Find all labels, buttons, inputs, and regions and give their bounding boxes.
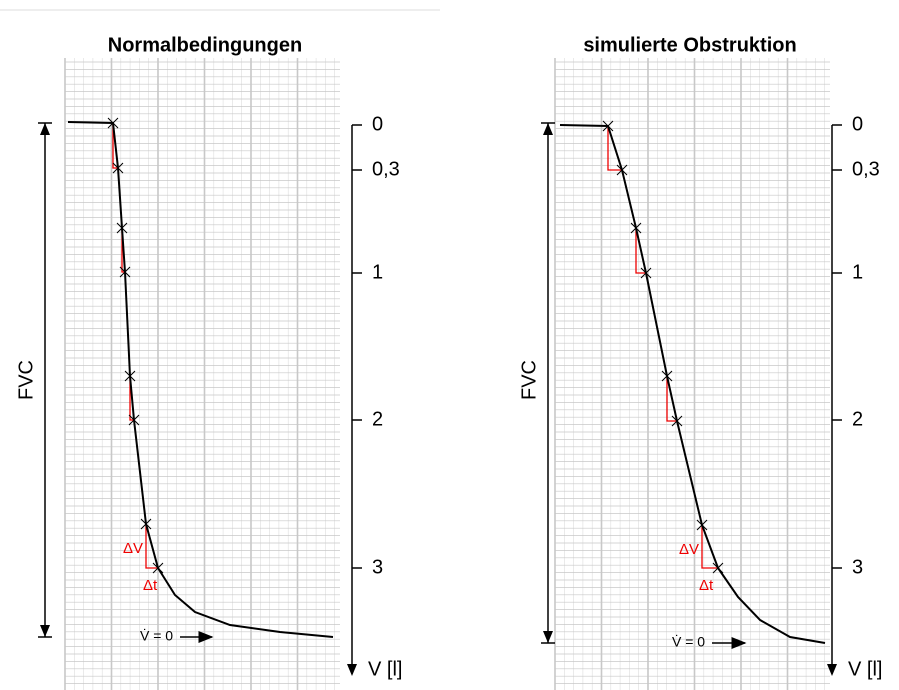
axis-tick-label: 3 (852, 556, 863, 578)
axis-head (347, 664, 357, 676)
axis-tick-label: 0 (372, 113, 383, 135)
axis-label: V [l] (848, 658, 882, 680)
delta-triangle (635, 228, 646, 274)
panel-title: Normalbedingungen (108, 34, 302, 56)
axis-tick-label: 2 (852, 408, 863, 430)
delta-triangle (666, 376, 677, 422)
delta-t: Δt (143, 577, 158, 594)
cross-marker (630, 222, 642, 234)
cross-marker (112, 162, 124, 174)
curve (67, 121, 334, 638)
cross-marker (616, 164, 628, 176)
delta-triangle (701, 525, 718, 569)
fvc-label: FVC (518, 360, 540, 400)
axis-tick-label: 1 (372, 261, 383, 283)
cross-marker (712, 562, 724, 574)
axis-tick-label: 0,3 (372, 158, 400, 180)
panel: Normalbedingungen FVC 0 0,3 1 2 3 V [l] ΔV Δt V̇ =… (0, 9, 440, 690)
delta-triangle (129, 376, 134, 421)
delta-triangle (607, 126, 622, 171)
panel: simulierte Obstruktion FVC 0 0,3 1 2 3 V [l] ΔV Δ… (518, 34, 882, 690)
cross-marker (152, 562, 164, 574)
fvc-label: FVC (15, 360, 37, 400)
flow-label: V̇ = 0 (140, 628, 173, 644)
axis-tick-label: 0,3 (852, 158, 880, 180)
cross-marker (140, 518, 152, 530)
flow-label: V̇ = 0 (672, 634, 705, 650)
delta-v: ΔV (679, 541, 699, 558)
axis-tick-label: 3 (372, 556, 383, 578)
axis-tick-label: 0 (852, 113, 863, 135)
delta-v: ΔV (123, 540, 143, 557)
axis-label: V [l] (368, 658, 402, 680)
cross-marker (602, 120, 614, 132)
cross-marker (128, 414, 140, 426)
cross-marker (671, 415, 683, 427)
cross-marker (124, 370, 136, 382)
cross-marker (107, 117, 119, 129)
cross-marker (119, 266, 131, 278)
delta-t: Δt (699, 577, 714, 594)
cross-marker (116, 222, 128, 234)
delta-triangle (112, 123, 118, 169)
delta-triangle (145, 524, 158, 569)
cross-marker (640, 267, 652, 279)
cross-marker (696, 519, 708, 531)
cross-marker (661, 370, 673, 382)
axis-head (827, 664, 837, 676)
panel-title: simulierte Obstruktion (583, 34, 796, 56)
axis-tick-label: 1 (852, 261, 863, 283)
axis-tick-label: 2 (372, 408, 383, 430)
